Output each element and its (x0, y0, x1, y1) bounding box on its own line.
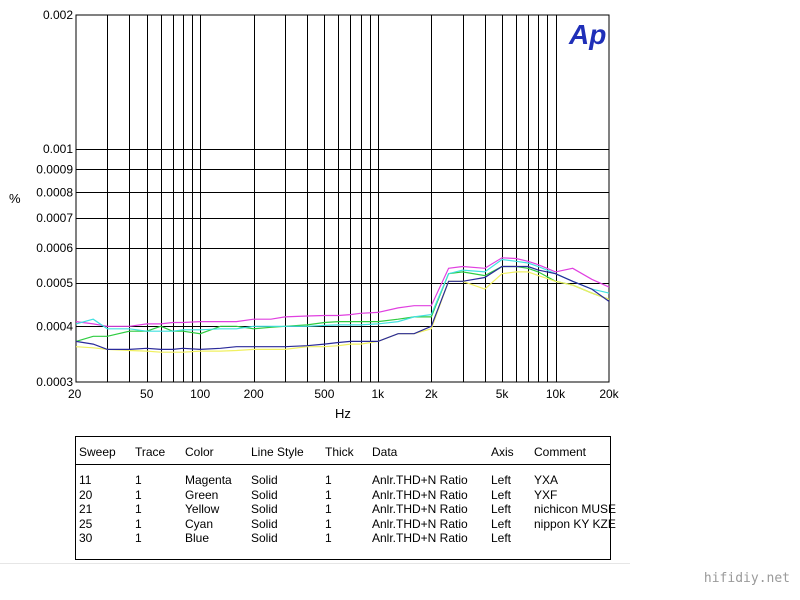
legend-cell: Anlr.THD+N Ratio (372, 531, 468, 545)
x-axis-label: Hz (335, 406, 351, 421)
legend-cell: Anlr.THD+N Ratio (372, 516, 468, 531)
ap-logo: Ap (568, 19, 606, 50)
x-tick-label: 5k (496, 387, 510, 401)
x-tick-label: 1k (372, 387, 386, 401)
legend-cell: 25 (79, 516, 93, 531)
legend-cell: Solid (251, 531, 278, 545)
y-tick-label: 0.0004 (36, 319, 73, 333)
y-tick-labels: 0.002 0.001 0.0009 0.0008 0.0007 0.0006 0.0005… (36, 8, 73, 389)
legend-cell: 1 (135, 473, 142, 487)
legend-cell: Anlr.THD+N Ratio (372, 487, 468, 502)
series-lines (75, 257, 610, 353)
legend-cell: 1 (135, 502, 142, 516)
x-tick-label: 500 (314, 387, 334, 401)
y-tick-label: 0.0006 (36, 241, 73, 255)
legend-cell: 11 (79, 473, 92, 487)
x-tick-label: 20k (599, 387, 619, 401)
legend-header-line-style: Line Style (251, 445, 304, 459)
legend-cell: 1 (325, 473, 332, 487)
x-tick-labels: 20 50 100 200 500 1k 2k 5k 10k 20k (68, 387, 620, 401)
plot-frame (75, 14, 610, 383)
legend-cell: Cyan (185, 516, 214, 531)
legend-cell: YXA (534, 473, 559, 487)
series-line-25 (75, 258, 610, 332)
legend-header-data: Data (372, 445, 398, 459)
legend-header-axis: Axis (491, 445, 514, 459)
legend-cell: 1 (135, 531, 142, 545)
legend-header-trace: Trace (135, 445, 166, 459)
legend-cell: 20 (79, 487, 93, 502)
y-tick-label: 0.0008 (36, 185, 73, 199)
legend-cell: Solid (251, 487, 278, 502)
legend-header-thick: Thick (325, 445, 354, 459)
x-tick-label: 10k (546, 387, 566, 401)
y-tick-label: 0.001 (43, 142, 73, 156)
legend-cell: Solid (251, 516, 278, 531)
legend-cell: 1 (325, 516, 332, 531)
legend-cell: Left (491, 502, 512, 516)
footer-divider (0, 563, 630, 564)
legend-cell: 21 (79, 502, 93, 516)
legend-cell: 1 (135, 487, 142, 502)
legend-cell: nippon KY KZE (534, 516, 616, 531)
legend-cell: Left (491, 473, 512, 487)
legend-cell: 30 (79, 531, 93, 545)
legend-header-sweep: Sweep (79, 445, 116, 459)
legend-cell: Blue (185, 531, 210, 545)
legend-cell: 1 (325, 531, 332, 545)
series-line-11 (75, 257, 610, 327)
legend-cell: 1 (325, 502, 332, 516)
y-tick-label: 0.002 (43, 8, 73, 22)
thd-chart: 0.002 0.001 0.0009 0.0008 0.0007 0.0006 0.0005… (9, 8, 620, 421)
watermark: hifidiy.net (703, 571, 790, 586)
series-line-20 (75, 265, 610, 342)
y-axis-label: % (9, 191, 21, 206)
x-tick-label: 200 (244, 387, 264, 401)
legend-header-comment: Comment (534, 445, 587, 459)
legend-cell: Green (185, 487, 219, 502)
legend-cell: Solid (251, 473, 278, 487)
legend-cell: 1 (325, 487, 332, 502)
legend-cell: Yellow (185, 502, 220, 516)
legend-cell: nichicon MUSE (534, 502, 617, 516)
series-line-21 (75, 271, 610, 353)
y-tick-label: 0.0005 (36, 276, 73, 290)
legend-cell: Left (491, 516, 512, 531)
legend-header-color: Color (185, 445, 214, 459)
x-tick-label: 20 (68, 387, 82, 401)
y-tick-label: 0.0003 (36, 375, 73, 389)
x-tick-label: 50 (140, 387, 154, 401)
legend-cell: Left (491, 487, 512, 502)
y-tick-label: 0.0007 (36, 211, 73, 225)
x-tick-label: 2k (425, 387, 439, 401)
legend-cell: Anlr.THD+N Ratio (372, 502, 468, 516)
y-tick-label: 0.0009 (36, 162, 73, 176)
legend-header-row: Sweep Trace Color Line Style Thick Data Axis Co… (76, 437, 610, 465)
legend-cell: Anlr.THD+N Ratio (372, 473, 468, 487)
series-line-30 (75, 265, 610, 351)
legend-cell: Left (491, 531, 512, 545)
legend-cell: Magenta (185, 473, 232, 487)
legend-cell: 1 (135, 516, 142, 531)
legend-cell: YXF (534, 487, 558, 502)
sweep-legend-table: Sweep Trace Color Line Style Thick Data Axis Co… (75, 436, 616, 560)
legend-cell: Solid (251, 502, 278, 516)
x-tick-label: 100 (190, 387, 210, 401)
grid-lines (75, 14, 610, 383)
